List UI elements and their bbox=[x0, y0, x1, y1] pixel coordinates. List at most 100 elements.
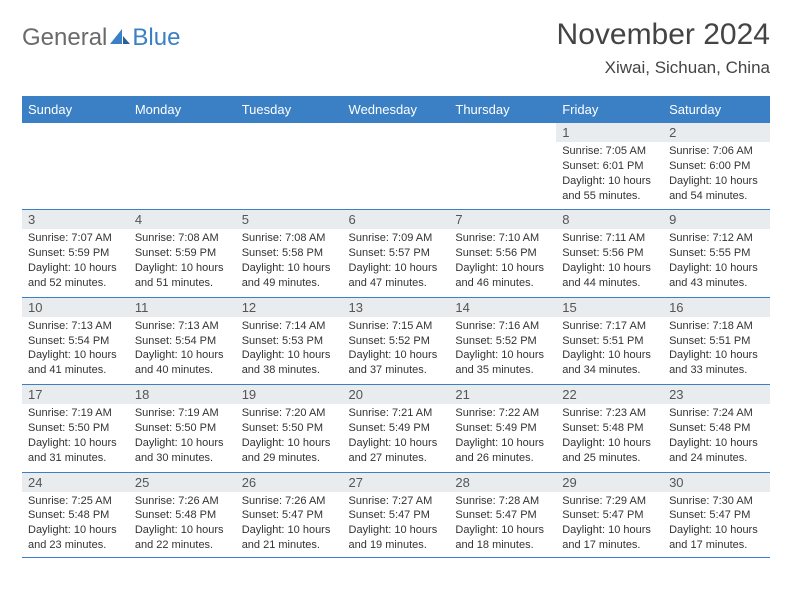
day-number: 5 bbox=[236, 210, 343, 229]
day-content-cell: Sunrise: 7:14 AMSunset: 5:53 PMDaylight:… bbox=[236, 317, 343, 385]
day-number-cell: 18 bbox=[129, 385, 236, 405]
daylight-line: Daylight: 10 hours and 51 minutes. bbox=[135, 261, 230, 291]
day-number: 11 bbox=[129, 298, 236, 317]
daylight-line: Daylight: 10 hours and 44 minutes. bbox=[562, 261, 657, 291]
day-number-cell: 15 bbox=[556, 297, 663, 317]
title-block: November 2024 Xiwai, Sichuan, China bbox=[557, 18, 770, 78]
day-number: 26 bbox=[236, 473, 343, 492]
daylight-line: Daylight: 10 hours and 37 minutes. bbox=[349, 348, 444, 378]
sunrise-line: Sunrise: 7:19 AM bbox=[28, 406, 123, 421]
day-number-cell: 23 bbox=[663, 385, 770, 405]
sunrise-line: Sunrise: 7:11 AM bbox=[562, 231, 657, 246]
daylight-line: Daylight: 10 hours and 30 minutes. bbox=[135, 436, 230, 466]
day-number: 30 bbox=[663, 473, 770, 492]
day-number-cell bbox=[129, 123, 236, 143]
day-content-cell: Sunrise: 7:08 AMSunset: 5:59 PMDaylight:… bbox=[129, 229, 236, 297]
daylight-line: Daylight: 10 hours and 52 minutes. bbox=[28, 261, 123, 291]
day-number-cell bbox=[343, 123, 450, 143]
day-number-cell: 29 bbox=[556, 472, 663, 492]
day-number: 16 bbox=[663, 298, 770, 317]
day-content-cell: Sunrise: 7:07 AMSunset: 5:59 PMDaylight:… bbox=[22, 229, 129, 297]
weekday-header: Friday bbox=[556, 97, 663, 123]
sunrise-line: Sunrise: 7:24 AM bbox=[669, 406, 764, 421]
logo-sail-icon bbox=[109, 27, 131, 45]
sunrise-line: Sunrise: 7:12 AM bbox=[669, 231, 764, 246]
day-number-cell: 20 bbox=[343, 385, 450, 405]
day-content-cell: Sunrise: 7:21 AMSunset: 5:49 PMDaylight:… bbox=[343, 404, 450, 472]
sunrise-line: Sunrise: 7:28 AM bbox=[455, 494, 550, 509]
month-title: November 2024 bbox=[557, 18, 770, 52]
day-number-cell: 24 bbox=[22, 472, 129, 492]
sunset-line: Sunset: 5:49 PM bbox=[455, 421, 550, 436]
sunrise-line: Sunrise: 7:15 AM bbox=[349, 319, 444, 334]
sunrise-line: Sunrise: 7:18 AM bbox=[669, 319, 764, 334]
day-number: 27 bbox=[343, 473, 450, 492]
daylight-line: Daylight: 10 hours and 34 minutes. bbox=[562, 348, 657, 378]
logo-text-general: General bbox=[22, 24, 107, 52]
sunrise-line: Sunrise: 7:17 AM bbox=[562, 319, 657, 334]
daylight-line: Daylight: 10 hours and 17 minutes. bbox=[562, 523, 657, 553]
day-number-cell: 16 bbox=[663, 297, 770, 317]
sunset-line: Sunset: 5:53 PM bbox=[242, 334, 337, 349]
weekday-header: Thursday bbox=[449, 97, 556, 123]
sunrise-line: Sunrise: 7:29 AM bbox=[562, 494, 657, 509]
sunset-line: Sunset: 5:47 PM bbox=[242, 508, 337, 523]
day-number: 8 bbox=[556, 210, 663, 229]
calendar-table: SundayMondayTuesdayWednesdayThursdayFrid… bbox=[22, 96, 770, 558]
sunset-line: Sunset: 5:48 PM bbox=[135, 508, 230, 523]
day-number: 21 bbox=[449, 385, 556, 404]
daylight-line: Daylight: 10 hours and 22 minutes. bbox=[135, 523, 230, 553]
day-number: 10 bbox=[22, 298, 129, 317]
sunrise-line: Sunrise: 7:10 AM bbox=[455, 231, 550, 246]
sunrise-line: Sunrise: 7:21 AM bbox=[349, 406, 444, 421]
sunrise-line: Sunrise: 7:20 AM bbox=[242, 406, 337, 421]
sunset-line: Sunset: 5:47 PM bbox=[562, 508, 657, 523]
day-content-cell: Sunrise: 7:11 AMSunset: 5:56 PMDaylight:… bbox=[556, 229, 663, 297]
day-content-cell: Sunrise: 7:30 AMSunset: 5:47 PMDaylight:… bbox=[663, 492, 770, 558]
sunset-line: Sunset: 5:47 PM bbox=[349, 508, 444, 523]
daylight-line: Daylight: 10 hours and 55 minutes. bbox=[562, 174, 657, 204]
day-number: 3 bbox=[22, 210, 129, 229]
daylight-line: Daylight: 10 hours and 27 minutes. bbox=[349, 436, 444, 466]
day-number-cell: 26 bbox=[236, 472, 343, 492]
day-content-cell: Sunrise: 7:19 AMSunset: 5:50 PMDaylight:… bbox=[22, 404, 129, 472]
day-number-cell: 27 bbox=[343, 472, 450, 492]
day-number: 17 bbox=[22, 385, 129, 404]
day-content-cell: Sunrise: 7:20 AMSunset: 5:50 PMDaylight:… bbox=[236, 404, 343, 472]
sunset-line: Sunset: 5:50 PM bbox=[28, 421, 123, 436]
day-number-cell: 2 bbox=[663, 123, 770, 143]
sunrise-line: Sunrise: 7:08 AM bbox=[242, 231, 337, 246]
daylight-line: Daylight: 10 hours and 47 minutes. bbox=[349, 261, 444, 291]
sunrise-line: Sunrise: 7:27 AM bbox=[349, 494, 444, 509]
day-number: 28 bbox=[449, 473, 556, 492]
daylight-line: Daylight: 10 hours and 21 minutes. bbox=[242, 523, 337, 553]
day-number-cell: 17 bbox=[22, 385, 129, 405]
daylight-line: Daylight: 10 hours and 23 minutes. bbox=[28, 523, 123, 553]
sunset-line: Sunset: 5:54 PM bbox=[135, 334, 230, 349]
sunset-line: Sunset: 5:59 PM bbox=[135, 246, 230, 261]
header: General Blue November 2024 Xiwai, Sichua… bbox=[22, 18, 770, 78]
day-number-cell: 30 bbox=[663, 472, 770, 492]
day-number-cell: 9 bbox=[663, 210, 770, 230]
day-number: 12 bbox=[236, 298, 343, 317]
day-content-cell: Sunrise: 7:15 AMSunset: 5:52 PMDaylight:… bbox=[343, 317, 450, 385]
day-number-cell: 4 bbox=[129, 210, 236, 230]
sunrise-line: Sunrise: 7:14 AM bbox=[242, 319, 337, 334]
day-number-cell: 11 bbox=[129, 297, 236, 317]
day-number: 9 bbox=[663, 210, 770, 229]
daylight-line: Daylight: 10 hours and 35 minutes. bbox=[455, 348, 550, 378]
sunrise-line: Sunrise: 7:06 AM bbox=[669, 144, 764, 159]
day-number-cell bbox=[449, 123, 556, 143]
weekday-header-row: SundayMondayTuesdayWednesdayThursdayFrid… bbox=[22, 97, 770, 123]
sunrise-line: Sunrise: 7:25 AM bbox=[28, 494, 123, 509]
day-number: 7 bbox=[449, 210, 556, 229]
sunset-line: Sunset: 5:47 PM bbox=[669, 508, 764, 523]
day-content-cell: Sunrise: 7:29 AMSunset: 5:47 PMDaylight:… bbox=[556, 492, 663, 558]
day-number-cell: 12 bbox=[236, 297, 343, 317]
day-number-cell: 28 bbox=[449, 472, 556, 492]
sunset-line: Sunset: 5:51 PM bbox=[669, 334, 764, 349]
day-number: 18 bbox=[129, 385, 236, 404]
sunset-line: Sunset: 5:51 PM bbox=[562, 334, 657, 349]
logo-text-blue: Blue bbox=[132, 24, 180, 52]
sunset-line: Sunset: 5:52 PM bbox=[455, 334, 550, 349]
